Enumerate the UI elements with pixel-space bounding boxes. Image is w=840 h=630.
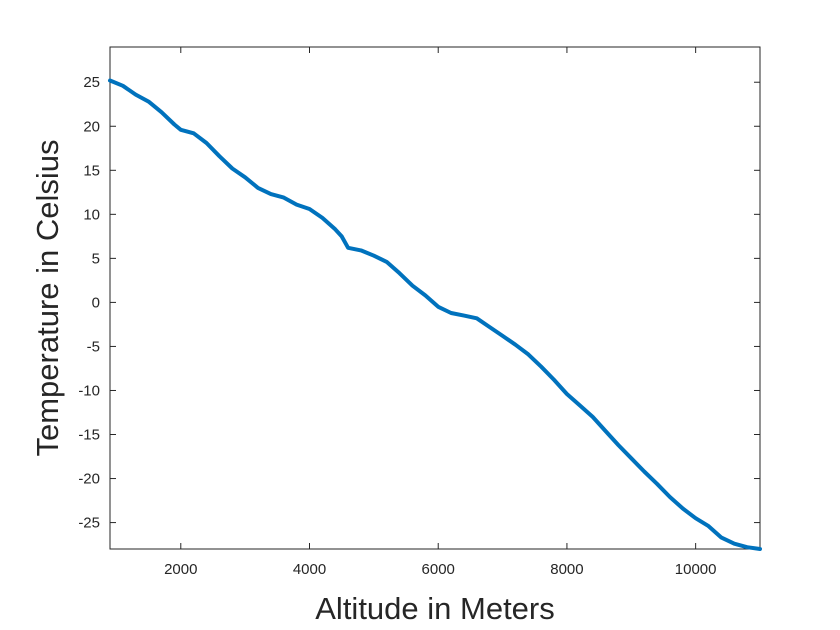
x-tick-label: 4000: [293, 561, 326, 578]
plot-area: [109, 46, 761, 550]
x-axis-ticks: 2000 4000 6000 8000 10000: [164, 47, 717, 578]
temperature-series-line: [108, 78, 762, 551]
y-tick-label: -5: [87, 338, 100, 355]
x-tick-label: 6000: [422, 561, 455, 578]
x-tick-label: 8000: [550, 561, 583, 578]
y-tick-label: 5: [92, 250, 100, 267]
y-axis-label: Temperature in Celsius: [30, 139, 65, 456]
x-tick-label: 2000: [164, 561, 197, 578]
y-tick-label: 20: [83, 118, 100, 135]
x-axis-label: Altitude in Meters: [315, 591, 555, 626]
y-tick-label: 15: [83, 162, 100, 179]
y-tick-label: 25: [83, 74, 100, 91]
x-tick-label: 10000: [675, 561, 717, 578]
y-tick-label: -10: [78, 382, 100, 399]
y-tick-label: -25: [78, 515, 100, 532]
y-tick-label: 10: [83, 206, 100, 223]
y-axis-ticks: 25 20 15 10 5 0 -5 -10 -15 -20 -25: [78, 74, 760, 532]
y-tick-label: -15: [78, 427, 100, 444]
y-tick-label: 0: [92, 294, 100, 311]
y-tick-label: -20: [78, 471, 100, 488]
